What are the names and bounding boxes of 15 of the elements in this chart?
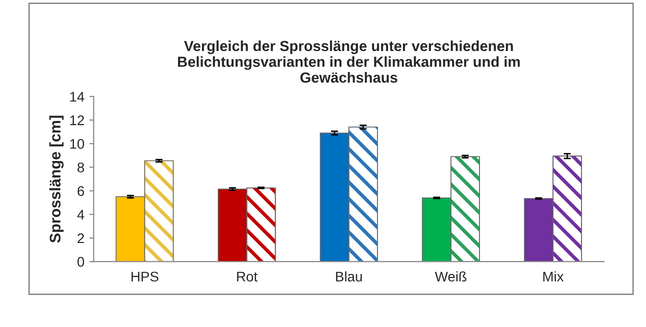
y-tick-label: 2 (78, 233, 84, 244)
y-tick-label: 14 (70, 92, 84, 102)
x-tick-label: HPS (132, 272, 158, 282)
x-tick-label: Weiß (434, 271, 466, 282)
x-tick-label: Blau (336, 271, 362, 282)
x-tick-label: Mix (543, 271, 564, 282)
y-tick-label: 8 (78, 162, 84, 172)
x-tick-label: Rot (237, 272, 258, 282)
chart-title: Vergleich der Sprosslänge unter verschiedenen Belichtungsvarianten in der Klimakammer und im Gewächshaus (178, 40, 520, 83)
y-tick-label: 4 (77, 210, 84, 220)
y-tick-label: 6 (78, 186, 84, 196)
y-tick-label: 0 (77, 256, 84, 267)
y-tick-label: 12 (70, 115, 84, 126)
y-tick-label: 10 (70, 138, 84, 149)
y-axis-title: Sprosslänge [cm] (49, 116, 64, 243)
